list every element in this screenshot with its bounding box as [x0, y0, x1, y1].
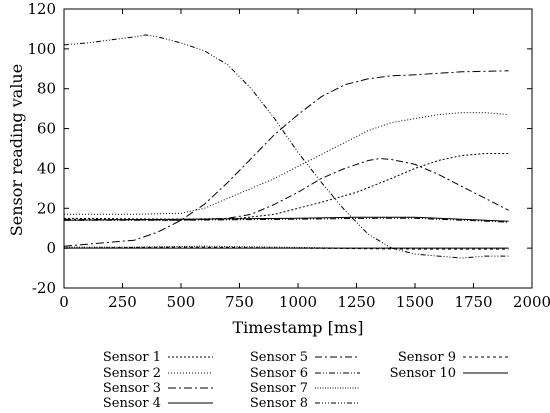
- legend-label: Sensor 5: [250, 350, 308, 365]
- legend-label: Sensor 4: [103, 396, 161, 411]
- series-line-sensor-2: [64, 112, 509, 215]
- x-axis-ticks: 0 250 500 750 1000 1250 1500 1750 2000: [59, 9, 550, 311]
- y-tick-label: 60: [37, 120, 56, 138]
- legend-label: Sensor 3: [103, 381, 161, 396]
- series-line-sensor-5: [63, 157, 509, 221]
- x-tick-label: 750: [225, 293, 254, 311]
- y-tick-label: 40: [37, 159, 56, 177]
- legend-label: Sensor 8: [250, 396, 308, 411]
- y-tick-label: 100: [27, 40, 56, 58]
- y-axis-ticks: -20 0 20 40 60 80 100 120: [27, 0, 532, 297]
- series-line-sensor-7: [64, 245, 509, 249]
- legend-label: Sensor 6: [250, 366, 308, 381]
- x-tick-label: 1250: [337, 293, 375, 311]
- y-axis-title: Sensor reading value: [7, 64, 26, 236]
- x-tick-label: 1750: [454, 293, 492, 311]
- y-tick-label: 0: [46, 239, 56, 257]
- y-tick-label: -20: [32, 279, 56, 297]
- legend-label: Sensor 7: [250, 381, 308, 396]
- x-tick-label: 1500: [396, 293, 434, 311]
- series-line-sensor-10: [63, 216, 509, 222]
- plot-frame: [63, 8, 533, 289]
- series-line-sensor-8: [63, 34, 509, 259]
- x-axis-title: Timestamp [ms]: [233, 318, 364, 337]
- plot-area: [63, 8, 533, 289]
- legend-label: Sensor 9: [398, 350, 456, 365]
- series-line-sensor-3: [63, 70, 509, 247]
- x-tick-label: 500: [167, 293, 196, 311]
- legend-label: Sensor 1: [103, 350, 161, 365]
- x-tick-label: 0: [59, 293, 69, 311]
- series-line-sensor-1: [63, 153, 509, 220]
- series-line-sensor-6: [64, 217, 509, 223]
- legend-label: Sensor 10: [390, 366, 456, 381]
- x-tick-label: 1000: [279, 293, 317, 311]
- y-tick-label: 80: [37, 80, 56, 98]
- y-tick-label: 120: [27, 0, 56, 18]
- y-tick-label: 20: [37, 199, 56, 217]
- legend-label: Sensor 2: [103, 366, 161, 381]
- x-tick-label: 2000: [513, 293, 550, 311]
- series-line-sensor-9: [63, 246, 509, 250]
- x-tick-label: 250: [108, 293, 137, 311]
